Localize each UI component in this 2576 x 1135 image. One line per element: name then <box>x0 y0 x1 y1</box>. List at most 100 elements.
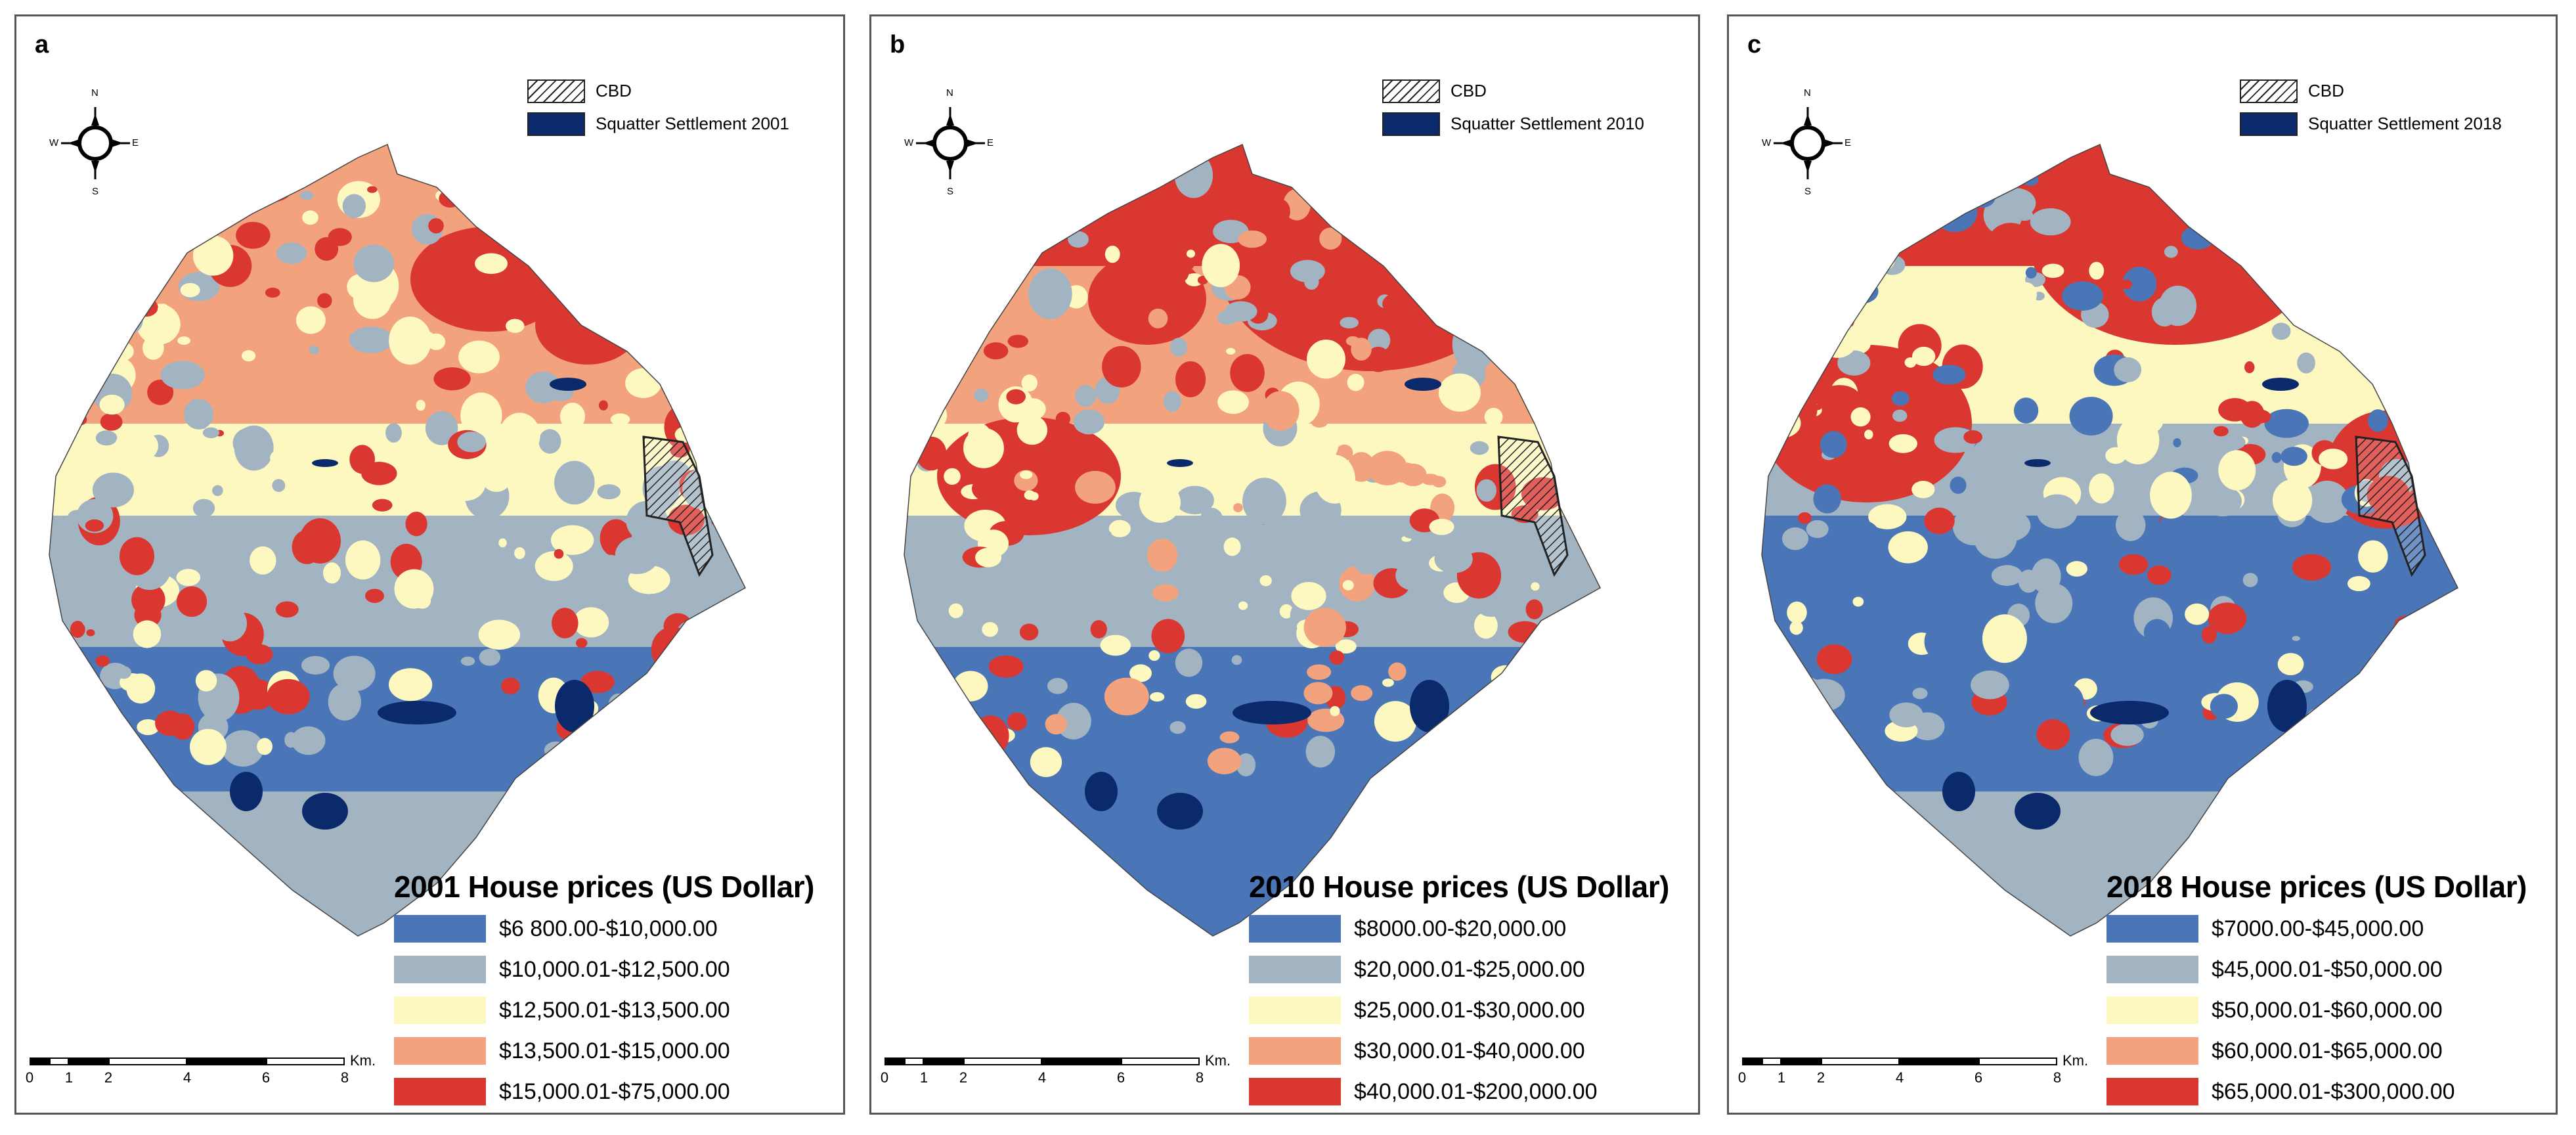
compass-e: E <box>132 137 139 148</box>
price-zone-blob <box>920 311 952 336</box>
price-zone-blob <box>607 711 620 723</box>
price-zone-blob <box>1291 582 1326 610</box>
price-zone-blob <box>1911 481 1935 499</box>
price-zone-blob <box>1226 347 1236 355</box>
cbd-area <box>642 435 714 577</box>
price-zone-blob <box>1495 300 1510 311</box>
price-zone-blob <box>699 627 717 645</box>
price-zone-blob <box>85 519 104 532</box>
price-zone-blob <box>2210 694 2238 719</box>
price-zone-blob <box>491 592 501 603</box>
price-zone-blob <box>916 436 947 471</box>
price-zone-blob <box>523 194 542 208</box>
compass-s: S <box>92 186 99 197</box>
legend-squatter: Squatter Settlement 2018 <box>2240 110 2542 143</box>
price-zone-blob <box>1434 545 1473 573</box>
price-zone-blob <box>2418 687 2448 717</box>
price-zone-blob <box>416 399 426 411</box>
price-zone-blob <box>475 253 508 275</box>
price-zone-blob <box>272 479 286 493</box>
price-zone-blob <box>2218 398 2252 422</box>
price-zone-blob <box>2089 261 2105 280</box>
price-zone-blob <box>1175 648 1203 677</box>
price-zone-blob <box>499 412 540 458</box>
price-zone-blob <box>2244 361 2255 374</box>
price-zone-blob <box>2391 586 2430 612</box>
compass-w: W <box>1762 137 1772 148</box>
price-zone-blob <box>1185 694 1207 709</box>
swatch-3 <box>1249 996 1341 1024</box>
price-zone-blob <box>1904 357 1917 368</box>
price-zone-blob <box>921 384 946 405</box>
price-zone-blob <box>2208 602 2247 634</box>
price-zone-blob <box>2018 569 2039 593</box>
price-zone-blob <box>2318 449 2348 470</box>
price-zone-blob <box>475 521 513 548</box>
compass-w: W <box>904 137 914 148</box>
price-zone-blob <box>665 667 680 678</box>
price-zone-blob <box>2325 328 2341 347</box>
legend-row-4: $13,500.01-$15,000.00 <box>394 1033 834 1074</box>
price-zone-blob <box>2122 267 2157 301</box>
scale-tick-2: 2 <box>104 1069 113 1086</box>
squatter-settlement <box>1157 793 1203 830</box>
price-zone-blob <box>1163 391 1182 412</box>
price-zone-blob <box>580 671 615 694</box>
price-zone-blob <box>982 622 999 637</box>
price-zone-blob <box>2221 434 2246 450</box>
price-zone-blob <box>1131 202 1141 211</box>
price-zone-blob <box>1366 346 1390 372</box>
price-zone-blob <box>1412 202 1451 244</box>
price-zone-blob <box>2194 263 2223 296</box>
price-zone-blob <box>2404 294 2413 301</box>
price-zone-blob <box>1781 235 1797 252</box>
price-zone-blob <box>1329 650 1345 665</box>
price-zone-blob <box>1073 409 1105 435</box>
price-zone-blob <box>1000 234 1034 270</box>
price-zone-blob <box>353 244 395 282</box>
price-zone-blob <box>2392 176 2407 187</box>
scale-tick-0: 0 <box>1737 1069 1747 1086</box>
price-zone-blob <box>1458 269 1487 287</box>
price-zone-blob <box>1430 214 1458 234</box>
price-zone-blob <box>2091 613 2128 650</box>
swatch-1 <box>394 915 486 943</box>
price-zone-blob <box>333 656 376 692</box>
price-zone-blob <box>1219 731 1240 744</box>
scale-tick-8: 8 <box>1195 1069 1204 1086</box>
price-zone-blob <box>250 546 276 575</box>
price-zone-blob <box>1833 222 1842 233</box>
legend-row-5: $15,000.01-$75,000.00 <box>394 1074 834 1113</box>
price-zone-blob <box>1938 182 1948 193</box>
price-zone-blob <box>1051 568 1089 606</box>
price-zone-blob <box>2110 723 2144 746</box>
price-zone-blob <box>506 319 525 333</box>
squatter-settlement <box>302 793 348 830</box>
price-zone-blob <box>1150 692 1165 702</box>
north-arrow-icon: N S E W <box>49 87 153 199</box>
price-zone-blob <box>2036 719 2070 750</box>
price-zone-blob <box>1233 503 1243 512</box>
squatter-settlement <box>2090 701 2169 724</box>
price-zone-blob <box>1305 736 1336 768</box>
price-zone-blob <box>1030 747 1062 778</box>
cbd-hatch-swatch <box>1382 79 1440 103</box>
price-zone-blob <box>638 273 656 287</box>
price-zone-blob <box>598 400 608 411</box>
price-zone-blob <box>1202 244 1240 288</box>
squatter-label: Squatter Settlement 2001 <box>596 114 789 133</box>
price-zone-blob <box>414 592 431 609</box>
price-zone-blob <box>1007 334 1029 348</box>
price-zone-blob <box>500 677 520 695</box>
legend-cbd: CBD <box>2240 77 2542 110</box>
price-zone-blob <box>1430 282 1445 299</box>
price-zone-blob <box>2041 263 2064 278</box>
cbd-label: CBD <box>1451 81 1487 100</box>
price-zone-blob <box>1075 470 1116 504</box>
cbd-area <box>1497 435 1569 577</box>
price-zone-blob <box>2396 695 2417 710</box>
class-label-1: $7000.00-$45,000.00 <box>2212 916 2424 941</box>
price-zone-blob <box>1217 310 1238 325</box>
price-zone-blob <box>190 192 223 227</box>
scale-tick-6: 6 <box>1116 1069 1125 1086</box>
